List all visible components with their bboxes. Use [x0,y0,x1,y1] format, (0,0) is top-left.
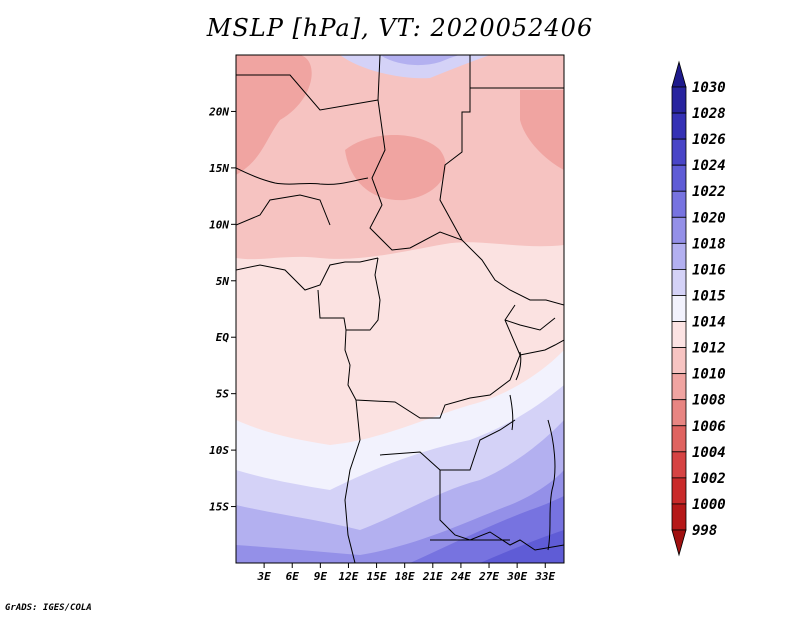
lat-tick-label: 5N [216,275,230,288]
lat-tick-label: EQ [216,331,230,344]
lon-tick-label: 18E [395,570,415,583]
lat-tick-label: 15N [209,162,229,175]
colorbar-bottom-arrow [671,529,687,557]
colorbar-label: 1024 [692,158,726,174]
colorbar-swatch [671,164,687,192]
lon-tick-label: 3E [256,570,271,583]
lon-tick-label: 12E [339,570,359,583]
colorbar-label: 1012 [692,341,726,357]
grads-credit: GrADS: IGES/COLA [5,603,92,613]
lon-tick-label: 9E [314,570,328,583]
lon-tick-label: 15E [367,570,387,583]
country-borders [236,55,564,563]
colorbar-swatch [671,503,687,531]
lat-tick-label: 15S [209,501,229,514]
colorbar-top-arrow [671,60,687,88]
colorbar-label: 998 [692,523,717,539]
colorbar-label: 1008 [692,393,726,409]
colorbar-label: 1010 [692,367,726,383]
colorbar-label: 1020 [692,210,726,226]
latitude-axis: 20N 15N 10N 5N EQ 5S 10S 15S [208,105,236,514]
colorbar-label: 1022 [692,184,726,200]
colorbar-swatch [671,269,687,296]
colorbar-label: 1016 [692,262,726,278]
lat-tick-label: 10S [209,444,229,457]
colorbar-swatch [671,190,687,218]
map-frame [235,54,565,564]
colorbar-swatch [671,347,687,375]
colorbar-label: 1004 [692,445,726,461]
lon-tick-label: 21E [422,570,443,583]
map-title: MSLP [hPa], VT: 2020052406 [206,14,594,42]
colorbar-label: 1002 [692,471,726,487]
colorbar-label: 1028 [692,106,726,122]
longitude-axis: 3E 6E 9E 12E 15E 18E 21E 24E 27E 30E 33E [256,563,556,583]
colorbar-swatch [671,451,687,479]
lon-tick-label: 33E [534,570,555,583]
pressure-field [236,55,564,563]
colorbar: 1030 1028 1026 1024 1022 1020 1018 1016 1015 1014… [671,60,726,557]
colorbar-label: 1026 [692,132,726,148]
colorbar-label: 1000 [692,497,726,513]
lat-tick-label: 10N [209,218,229,231]
lon-tick-label: 24E [450,570,471,583]
colorbar-swatch [671,373,687,401]
colorbar-swatch [671,138,687,166]
colorbar-swatch [671,321,687,348]
colorbar-swatch [671,242,687,270]
lat-tick-label: 5S [216,388,230,401]
colorbar-swatch [671,425,687,453]
lon-tick-label: 30E [506,570,527,583]
colorbar-label: 1014 [692,315,726,331]
lat-tick-label: 20N [208,105,229,118]
lon-tick-label: 27E [478,570,499,583]
colorbar-label: 1006 [692,419,726,435]
colorbar-label: 1018 [692,236,726,252]
colorbar-swatch [671,216,687,244]
colorbar-swatch [671,399,687,427]
lon-tick-label: 6E [286,570,300,583]
colorbar-label: 1030 [692,80,726,96]
colorbar-swatch [671,86,687,114]
colorbar-swatch [671,295,687,322]
colorbar-swatch [671,477,687,505]
colorbar-swatch [671,112,687,140]
colorbar-label: 1015 [692,288,726,304]
